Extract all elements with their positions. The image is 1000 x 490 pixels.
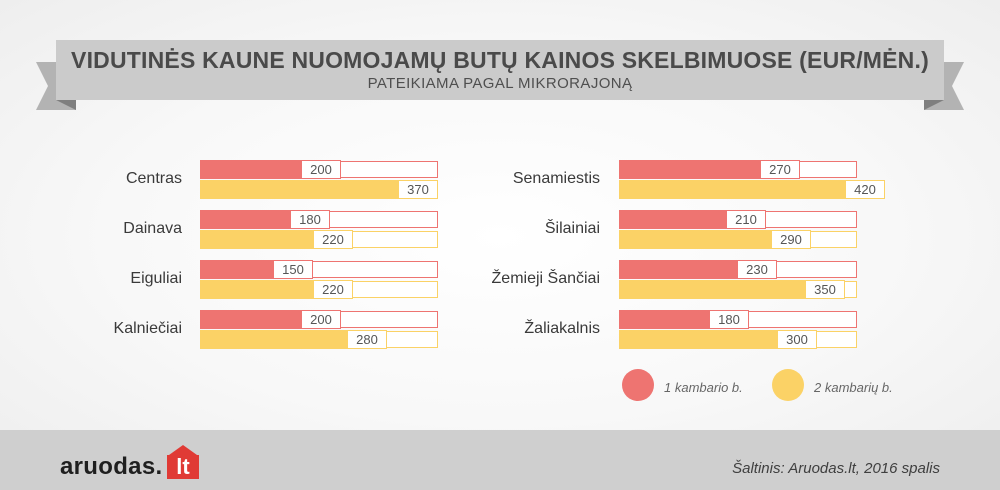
data-label: 270 xyxy=(760,160,800,179)
bar xyxy=(619,280,817,299)
bar xyxy=(200,280,325,299)
data-label: 200 xyxy=(301,310,341,329)
data-label: 300 xyxy=(777,330,817,349)
bar xyxy=(619,230,783,249)
source-note: Šaltinis: Aruodas.lt, 2016 spalis xyxy=(732,460,940,477)
bar xyxy=(619,260,749,279)
data-label: 180 xyxy=(290,210,330,229)
footer-bar xyxy=(0,430,1000,490)
data-label: 350 xyxy=(805,280,845,299)
house-roof-icon xyxy=(169,445,197,455)
data-label: 150 xyxy=(273,260,313,279)
bar xyxy=(619,330,789,349)
bar xyxy=(619,310,721,329)
ribbon-fold-left xyxy=(56,100,76,110)
bar xyxy=(619,160,772,179)
data-label: 420 xyxy=(845,180,885,199)
data-label: 280 xyxy=(347,330,387,349)
data-label: 230 xyxy=(737,260,777,279)
bar xyxy=(200,330,359,349)
chart-title: VIDUTINĖS KAUNE NUOMOJAMŲ BUTŲ KAINOS SK… xyxy=(71,47,929,73)
logo-dot: . xyxy=(155,453,163,480)
chart-subtitle: PATEIKIAMA PAGAL MIKRORAJONĄ xyxy=(367,75,633,92)
category-label: Eiguliai xyxy=(130,270,182,287)
logo-suffix: lt xyxy=(167,455,199,479)
ribbon-fold-right xyxy=(924,100,944,110)
title-ribbon: VIDUTINĖS KAUNE NUOMOJAMŲ BUTŲ KAINOS SK… xyxy=(56,40,944,100)
data-label: 290 xyxy=(771,230,811,249)
data-label: 210 xyxy=(726,210,766,229)
bar xyxy=(200,230,325,249)
data-label: 180 xyxy=(709,310,749,329)
category-label: Centras xyxy=(125,170,182,187)
data-label: 220 xyxy=(313,230,353,249)
category-label: Šilainiai xyxy=(544,220,600,237)
data-label: 200 xyxy=(301,160,341,179)
legend-label-1: 1 kambario b. xyxy=(664,380,743,395)
category-label: Senamiestis xyxy=(512,170,600,187)
category-label: Žemieji Šančiai xyxy=(491,270,600,287)
legend-marker-2 xyxy=(772,369,804,401)
data-label: 370 xyxy=(398,180,438,199)
category-label: Kalniečiai xyxy=(113,320,182,337)
bar xyxy=(200,260,285,279)
bar xyxy=(200,310,313,329)
logo-text: aruodas xyxy=(60,453,156,480)
bar xyxy=(200,180,410,199)
category-label: Dainava xyxy=(123,220,182,237)
legend-marker-1 xyxy=(622,369,654,401)
bar xyxy=(619,210,738,229)
legend-label-2: 2 kambarių b. xyxy=(814,380,893,395)
data-label: 220 xyxy=(313,280,353,299)
category-label: Žaliakalnis xyxy=(524,320,600,337)
bar xyxy=(200,160,313,179)
bar xyxy=(619,180,857,199)
aruodas-logo[interactable]: aruodas. lt xyxy=(60,445,199,481)
bar xyxy=(200,210,302,229)
